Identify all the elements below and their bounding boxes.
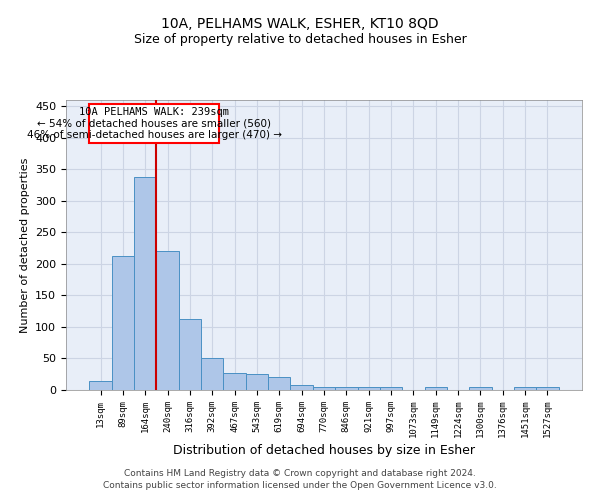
Bar [469,388,491,390]
Bar [536,388,559,390]
Bar [358,388,380,390]
Text: Contains HM Land Registry data © Crown copyright and database right 2024.
Contai: Contains HM Land Registry data © Crown c… [103,469,497,490]
Bar [514,388,536,390]
Bar [335,388,358,390]
Bar [89,380,112,390]
Bar [246,374,268,390]
Bar [223,373,246,390]
X-axis label: Distribution of detached houses by size in Esher: Distribution of detached houses by size … [173,444,475,458]
Bar [380,388,402,390]
Bar [268,378,290,390]
Bar [201,358,223,390]
Bar [112,256,134,390]
Text: ← 54% of detached houses are smaller (560): ← 54% of detached houses are smaller (56… [37,118,271,128]
Bar [157,252,179,390]
Bar [134,177,157,390]
Bar [179,319,201,390]
Text: 10A, PELHAMS WALK, ESHER, KT10 8QD: 10A, PELHAMS WALK, ESHER, KT10 8QD [161,18,439,32]
Y-axis label: Number of detached properties: Number of detached properties [20,158,29,332]
Bar [290,385,313,390]
Text: 46% of semi-detached houses are larger (470) →: 46% of semi-detached houses are larger (… [27,130,282,140]
Text: 10A PELHAMS WALK: 239sqm: 10A PELHAMS WALK: 239sqm [79,108,229,118]
Bar [313,387,335,390]
Bar [89,104,219,143]
Bar [425,388,447,390]
Text: Size of property relative to detached houses in Esher: Size of property relative to detached ho… [134,32,466,46]
